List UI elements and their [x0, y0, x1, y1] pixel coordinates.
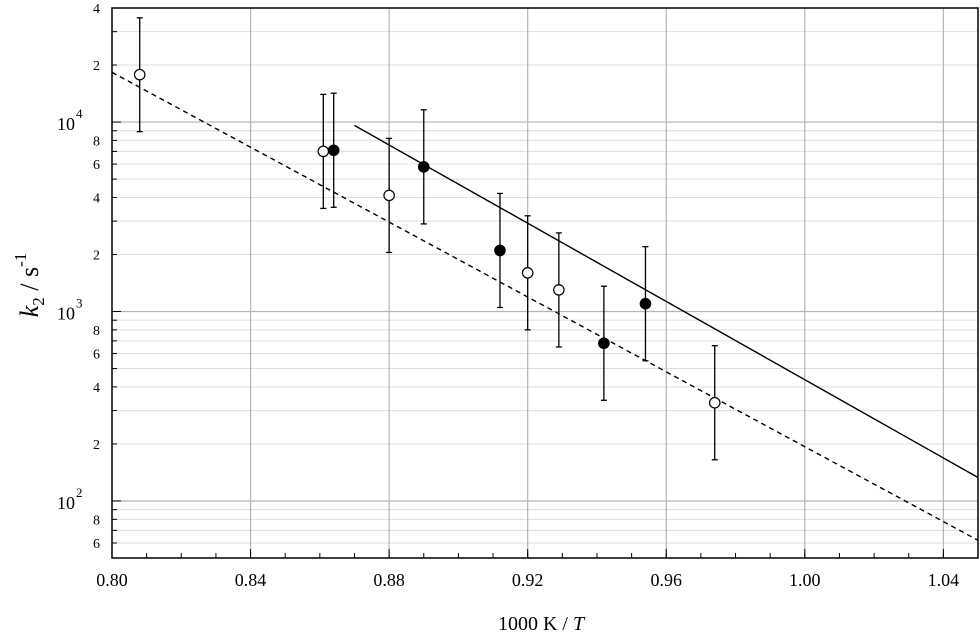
- open-data-point: [317, 145, 330, 158]
- open-data-point: [553, 284, 565, 296]
- y-major-exponent: 3: [76, 296, 83, 311]
- dashed-fit-line: [111, 71, 979, 541]
- open-data-point: [133, 68, 146, 81]
- error-bars: [136, 17, 718, 461]
- filled-data-point: [639, 297, 652, 310]
- plot-frame: [111, 7, 979, 559]
- y-major-label: 10: [57, 114, 75, 134]
- y-minor-label: 6: [93, 158, 100, 173]
- y-major-label: 10: [57, 304, 75, 324]
- data-points: [133, 68, 721, 409]
- open-data-point: [708, 396, 721, 409]
- y-minor-label: 2: [93, 248, 100, 263]
- x-tick-label: 1.00: [789, 570, 821, 590]
- y-minor-label: 4: [93, 191, 100, 206]
- y-minor-label: 6: [93, 348, 100, 363]
- y-minor-label: 4: [93, 2, 100, 17]
- x-tick-label: 0.80: [96, 570, 128, 590]
- y-minor-label: 6: [93, 537, 100, 552]
- y-major-exponent: 4: [76, 106, 83, 121]
- y-minor-label: 2: [93, 59, 100, 74]
- x-tick-label: 1.04: [928, 570, 960, 590]
- tick-labels: 0.80 0.84 0.88 0.92 0.96 1.00 1.04102103104682…: [57, 2, 959, 590]
- x-tick-label: 0.88: [373, 570, 405, 590]
- y-minor-label: 4: [93, 381, 100, 396]
- x-tick-label: 0.92: [512, 570, 544, 590]
- y-minor-label: 2: [93, 438, 100, 453]
- open-data-point: [521, 267, 534, 279]
- filled-data-point: [494, 244, 506, 257]
- y-minor-label: 8: [93, 134, 100, 149]
- y-major-label: 10: [57, 493, 75, 513]
- filled-data-point: [327, 144, 340, 157]
- grid: [112, 7, 978, 559]
- filled-data-point: [417, 161, 430, 173]
- x-axis-label: 1000 K / T: [498, 613, 586, 635]
- open-data-point: [383, 189, 395, 202]
- y-axis-label: k2 / s-1: [11, 253, 48, 318]
- axis-ticks: [111, 7, 979, 559]
- y-minor-label: 8: [93, 324, 100, 339]
- y-minor-label: 8: [93, 513, 100, 528]
- x-tick-label: 0.84: [235, 570, 267, 590]
- x-tick-label: 0.96: [650, 570, 682, 590]
- filled-data-point: [598, 337, 610, 350]
- y-major-exponent: 2: [76, 485, 83, 500]
- solid-fit-line: [354, 124, 979, 479]
- fit-lines: [111, 71, 979, 541]
